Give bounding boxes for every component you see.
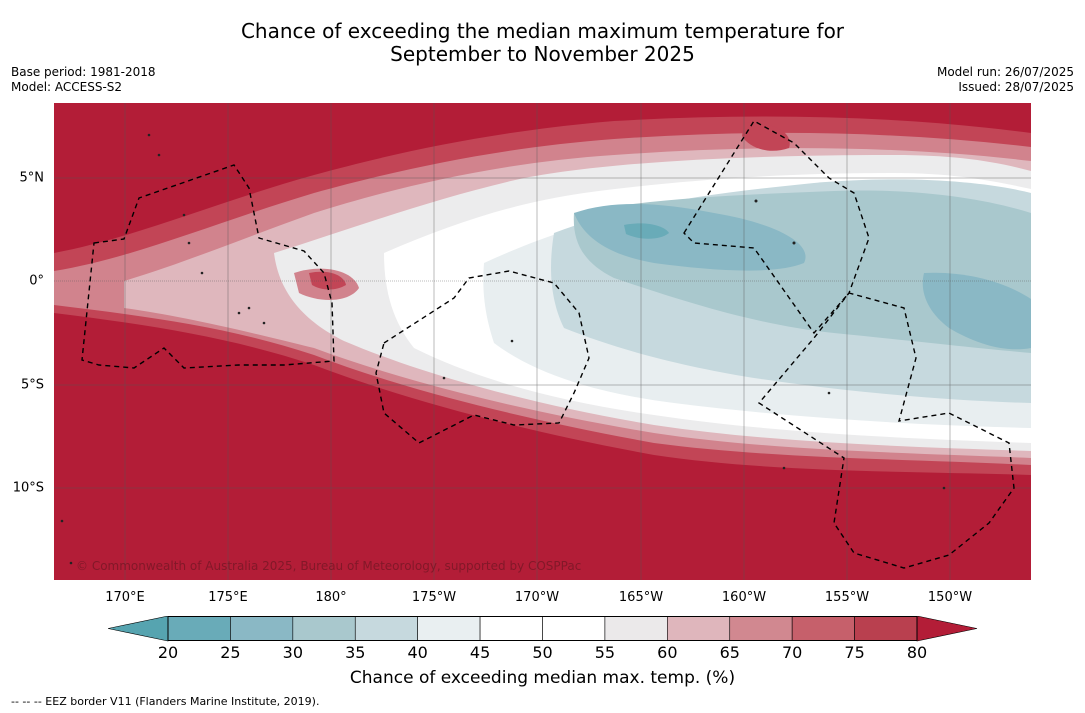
colorbar-cell xyxy=(230,616,294,641)
warm-spot-ne xyxy=(742,122,790,151)
colorbar-tick-label: 20 xyxy=(157,643,179,662)
colorbar-tick-label: 35 xyxy=(345,643,366,662)
model-run: Model run: 26/07/2025 xyxy=(936,65,1074,79)
lat-label: 0° xyxy=(29,273,44,289)
copyright-notice: © Commonwealth of Australia 2025, Bureau… xyxy=(76,559,582,573)
lat-label: 10°S xyxy=(12,480,44,496)
lat-label: 5°S xyxy=(20,377,44,393)
colorbar-cell xyxy=(542,616,606,641)
eez-borders xyxy=(81,120,1015,569)
colorbar-tick-label: 25 xyxy=(220,643,241,662)
lat-label: 5°N xyxy=(19,170,45,186)
colorbar-cell xyxy=(667,616,731,641)
base-period: Base period: 1981-2018 xyxy=(11,65,156,79)
colorbar-tick-label: 60 xyxy=(657,643,678,662)
colorbar-tick-label: 65 xyxy=(719,643,740,662)
colorbar-tick-label: 30 xyxy=(282,643,304,662)
colorbar-cell xyxy=(292,616,356,641)
issued-date: Issued: 28/07/2025 xyxy=(958,80,1074,94)
colorbar-tick-label: 50 xyxy=(532,643,553,662)
lon-label: 170°E xyxy=(105,590,145,605)
band-20 xyxy=(624,223,669,239)
colorbar-cell xyxy=(791,616,855,641)
colorbar-tick-label: 70 xyxy=(781,643,803,662)
lon-label: 155°W xyxy=(824,590,870,605)
lon-label: 165°W xyxy=(618,590,664,605)
colorbar-outline xyxy=(167,616,918,641)
colorbar-cell xyxy=(854,616,918,641)
colorbar-cell xyxy=(479,616,543,641)
colorbar xyxy=(108,616,978,642)
islands xyxy=(60,133,946,565)
colorbar-cell xyxy=(167,616,231,641)
meta-right: Model run: 26/07/2025 Issued: 28/07/2025 xyxy=(937,65,1074,95)
lon-label: 175°E xyxy=(208,590,248,605)
graticule xyxy=(54,103,1031,580)
lon-label: 160°W xyxy=(721,590,767,605)
title-line-2: September to November 2025 xyxy=(390,42,695,66)
chart-title: Chance of exceeding the median maximum t… xyxy=(0,20,1085,66)
band-25-a xyxy=(574,203,806,271)
model-name: Model: ACCESS-S2 xyxy=(11,80,123,94)
lon-label: 180° xyxy=(315,590,347,605)
colorbar-over-arrow xyxy=(916,616,978,642)
colorbar-cell xyxy=(729,616,793,641)
colorbar-tick-label: 80 xyxy=(906,643,928,662)
colorbar-tick-label: 45 xyxy=(469,643,491,662)
lon-label: 150°W xyxy=(927,590,973,605)
colorbar-tick-label: 75 xyxy=(844,643,865,662)
colorbar-under-arrow xyxy=(108,616,169,642)
colorbar-cell xyxy=(354,616,418,641)
colorbar-cell xyxy=(604,616,668,641)
lon-label: 175°W xyxy=(411,590,457,605)
lon-label: 170°W xyxy=(514,590,560,605)
colorbar-cells xyxy=(167,616,918,641)
colorbar-tick-label: 40 xyxy=(407,643,428,662)
meta-left: Base period: 1981-2018 Model: ACCESS-S2 xyxy=(11,65,156,95)
eez-legend-note: -- -- -- EEZ border V11 (Flanders Marine… xyxy=(11,695,320,708)
colorbar-cell xyxy=(417,616,481,641)
probability-map xyxy=(54,103,1031,580)
warm-pocket-west-2 xyxy=(309,271,346,290)
colorbar-label: Chance of exceeding median max. temp. (%… xyxy=(349,668,736,688)
colorbar-tick-label: 55 xyxy=(594,643,616,662)
title-line-1: Chance of exceeding the median maximum t… xyxy=(240,19,845,43)
